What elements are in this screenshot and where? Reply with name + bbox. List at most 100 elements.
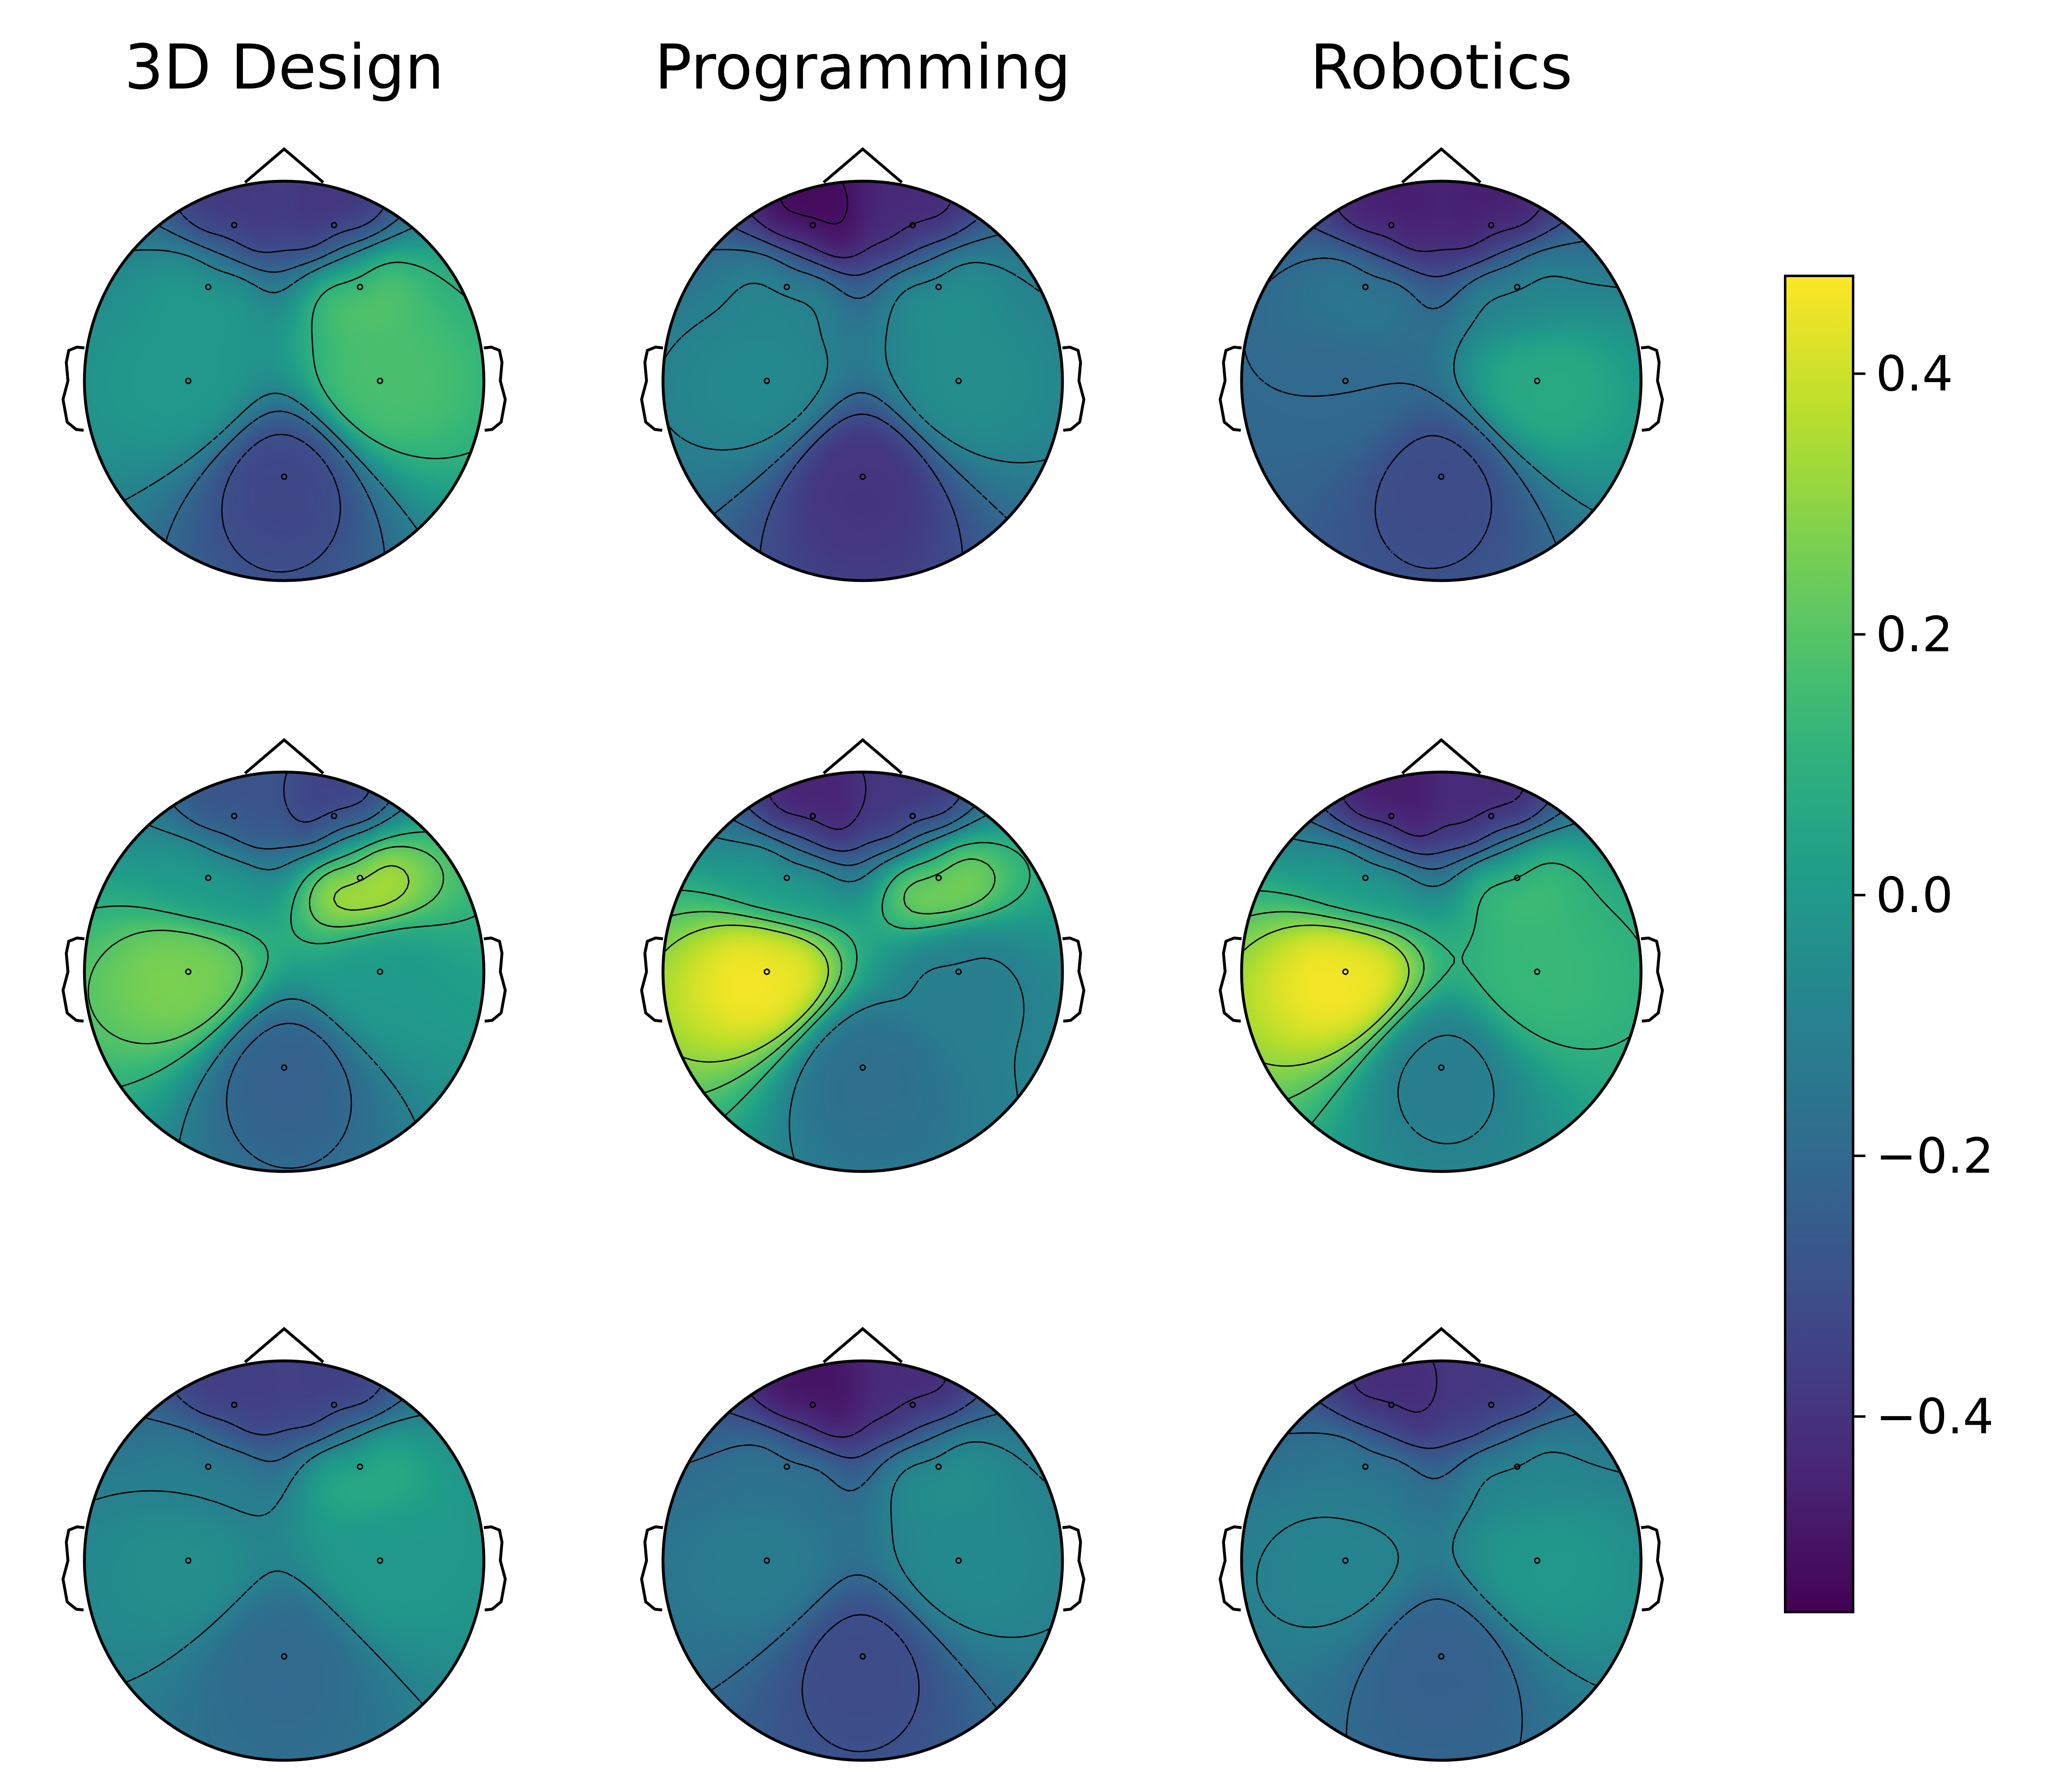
electrode-marker [1342, 378, 1349, 384]
heatmap-field [1242, 181, 1641, 581]
topomap-1-robotics [1219, 147, 1664, 582]
contour-line-negative [709, 232, 1011, 523]
right-ear-icon [483, 345, 507, 432]
left-ear-icon [640, 936, 663, 1023]
electrode-marker [1388, 812, 1395, 819]
electrode-marker [1488, 222, 1494, 229]
contour-line-positive [1253, 862, 1641, 1126]
electrode-marker [783, 1463, 790, 1470]
electrode-marker [205, 875, 212, 881]
electrode-marker [185, 378, 191, 384]
left-ear-icon [640, 1525, 663, 1612]
electrode-marker [763, 378, 770, 384]
electrode-marker [859, 1064, 866, 1071]
contour-line-negative [747, 795, 962, 852]
right-ear-icon [1641, 1525, 1664, 1612]
electrode-marker [783, 875, 790, 881]
nose-icon [1401, 147, 1482, 184]
electrode-marker [955, 968, 962, 975]
nose-icon [244, 147, 324, 184]
heatmap-field [1242, 1361, 1641, 1760]
electrode-marker [205, 1463, 212, 1470]
head-outline [661, 180, 1064, 582]
electrode-marker [1362, 1463, 1369, 1470]
electrode-marker [357, 1463, 364, 1470]
electrode-marker [1388, 1401, 1395, 1408]
electrode-marker [909, 812, 916, 819]
contour-line-negative [172, 1384, 383, 1436]
right-ear-icon [1641, 345, 1664, 432]
electrode-marker [1488, 1401, 1494, 1408]
electrode-marker [935, 284, 942, 290]
topomap-grid [61, 147, 1664, 1762]
contour-line-negative [710, 812, 1025, 1166]
electrode-marker [810, 812, 816, 819]
contour-line-negative [680, 1412, 1002, 1712]
left-ear-icon [1219, 936, 1242, 1023]
right-ear-icon [483, 1525, 507, 1612]
colorbar-tick-label: 0.2 [1876, 606, 1953, 663]
contour-line-positive [333, 865, 410, 911]
left-ear-icon [61, 1525, 85, 1612]
electrode-marker [231, 222, 238, 229]
left-ear-icon [640, 345, 663, 432]
heatmap-field [663, 181, 1062, 581]
colorbar-tick-label: −0.2 [1876, 1127, 1994, 1184]
head-outline [661, 1359, 1064, 1762]
electrode-marker [1514, 875, 1521, 881]
nose-icon [822, 738, 903, 775]
topomap-1-3d-design [61, 147, 507, 582]
electrode-marker [357, 875, 364, 881]
electrode-marker [281, 474, 287, 480]
topomap-2-robotics [1219, 738, 1664, 1173]
contour-line-negative [1321, 800, 1550, 855]
topomap-3-programming [640, 1327, 1086, 1762]
left-ear-icon [1219, 1525, 1242, 1612]
electrode-marker [331, 222, 337, 229]
electrode-marker [955, 1557, 962, 1564]
electrode-marker [1514, 284, 1521, 290]
nose-icon [1401, 738, 1482, 775]
electrode-marker [1438, 1064, 1445, 1071]
nose-icon [822, 147, 903, 184]
heatmap-field [84, 181, 484, 581]
left-ear-icon [61, 936, 85, 1023]
column-title: Robotics [1310, 32, 1572, 103]
colorbar-tick-label: −0.4 [1876, 1388, 1994, 1445]
electrode-marker [909, 222, 916, 229]
colorbar-gradient [1784, 275, 1854, 1613]
electrode-marker [377, 1557, 383, 1564]
column-title: 3D Design [124, 32, 444, 103]
electrode-marker [1534, 1557, 1541, 1564]
contour-line-positive [87, 846, 444, 1045]
nose-icon [1401, 1327, 1482, 1363]
electrode-marker [1342, 1557, 1349, 1564]
head-outline [83, 180, 486, 582]
head-outline [83, 770, 486, 1173]
contour-line-negative [153, 215, 402, 558]
electrode-marker [859, 1653, 866, 1660]
topomap-3-3d-design [61, 1327, 507, 1762]
electrode-marker [231, 812, 238, 819]
head-outline [1240, 1359, 1643, 1762]
electrode-marker [783, 284, 790, 290]
contour-line-positive [663, 858, 996, 1096]
electrode-marker [231, 1401, 238, 1408]
contour-line-positive [675, 842, 1031, 1120]
right-ear-icon [1062, 1525, 1086, 1612]
contour-line-positive [663, 924, 829, 1063]
left-ear-icon [1219, 345, 1242, 432]
head-outline [1240, 180, 1643, 582]
topomap-1-programming [640, 147, 1086, 582]
electrode-marker [377, 378, 383, 384]
head-outline [1240, 770, 1643, 1173]
column-title: Programming [655, 32, 1071, 103]
electrode-marker [909, 1401, 916, 1408]
head-outline [83, 1359, 486, 1762]
topomap-3-robotics [1219, 1327, 1664, 1762]
right-ear-icon [483, 936, 507, 1023]
electrode-marker [1488, 812, 1494, 819]
nose-icon [822, 1327, 903, 1363]
electrode-marker [1388, 222, 1395, 229]
